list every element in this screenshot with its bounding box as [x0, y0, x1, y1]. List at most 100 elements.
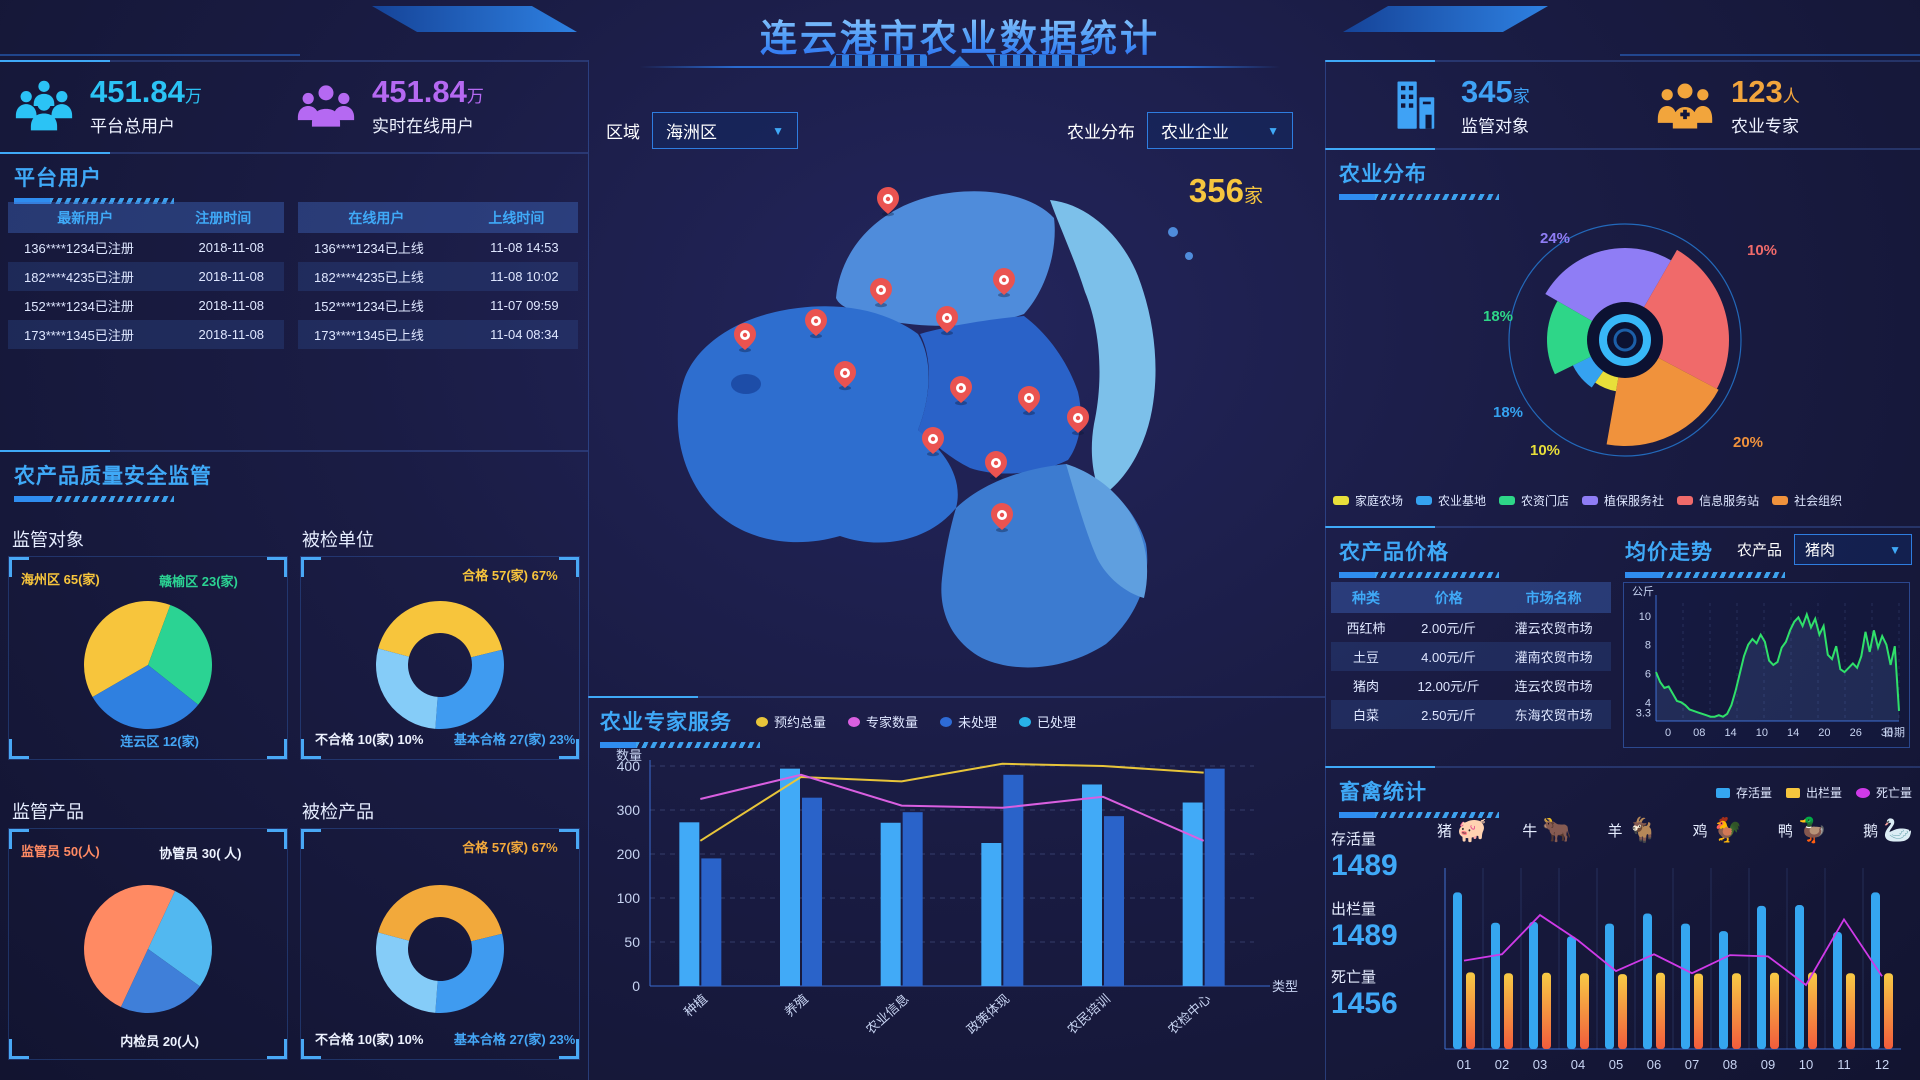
cell-kind: 白菜	[1352, 708, 1379, 723]
animal-item[interactable]: 鸭 🦆	[1778, 816, 1828, 845]
map-pin-icon[interactable]	[922, 427, 944, 457]
table-row: 猪肉 12.00元/斤 连云农贸市场	[1331, 671, 1611, 700]
legend-item[interactable]: 家庭农场	[1333, 492, 1403, 509]
map-island	[1168, 227, 1178, 237]
legend-item[interactable]: 植保服务社	[1582, 492, 1664, 509]
animal-item[interactable]: 鸡 🐓	[1693, 816, 1743, 845]
region-label: 区域	[606, 123, 640, 142]
map-district-center[interactable]	[918, 316, 1081, 474]
legend-item[interactable]: 未处理	[940, 712, 997, 731]
corner-decoration	[1620, 0, 1920, 56]
pie-label: 海州区 65(家)	[21, 569, 100, 588]
legend-item[interactable]: 出栏量	[1785, 784, 1842, 801]
map-pin-icon[interactable]	[993, 268, 1015, 298]
animal-item[interactable]: 牛 🐂	[1522, 816, 1572, 845]
cell-time: 11-04 08:34	[490, 327, 559, 342]
left-panel: 451.84万 平台总用户 451.84万 实时在线用户 平台用户 最新用户 注…	[0, 60, 588, 1080]
region-selector[interactable]: 区域 海洲区 ▼	[606, 112, 798, 149]
animal-item[interactable]: 羊 🐐	[1607, 816, 1657, 845]
table-rows: 西红柿 2.00元/斤 灌云农贸市场 土豆 4.00元/斤 灌南农贸市场 猪肉 …	[1331, 613, 1611, 729]
chart-subtitle: 监管对象	[12, 530, 84, 550]
column-header: 在线用户	[348, 209, 405, 226]
distribution-selector[interactable]: 农业分布 农业企业 ▼	[1067, 112, 1293, 149]
animal-icon: 🐖	[1457, 817, 1487, 844]
legend-marker-icon	[1677, 496, 1694, 505]
chart-subtitle: 监管产品	[12, 802, 84, 822]
header-decoration-left	[372, 6, 577, 32]
map-pin-icon[interactable]	[734, 323, 756, 353]
legend-label: 预约总量	[774, 715, 827, 730]
stat-unit: 万	[184, 87, 202, 106]
section-title-quality: 农产品质量安全监管	[14, 460, 212, 502]
stat-texts: 451.84万 平台总用户	[90, 75, 202, 137]
legend-item[interactable]: 死亡量	[1855, 784, 1912, 801]
map-pin-icon[interactable]	[950, 376, 972, 406]
stat-label: 平台总用户	[90, 116, 175, 136]
slice-value: 27(家) 23%	[509, 732, 576, 747]
product-dropdown[interactable]: 猪肉 ▼	[1794, 534, 1913, 565]
online-table: 在线用户 上线时间 136****1234已上线 11-08 14:53 182…	[298, 202, 578, 349]
divider	[1325, 60, 1920, 62]
agri-distribution-chart-area: 24% 10% 20% 10% 18% 18%	[1325, 190, 1920, 490]
checked-units-donut-chart	[376, 601, 504, 729]
map-pin-icon[interactable]	[870, 278, 892, 308]
legend-marker-icon	[1715, 787, 1730, 798]
legend-label: 植保服务社	[1604, 494, 1665, 508]
distribution-dropdown[interactable]: 农业企业 ▼	[1147, 112, 1293, 149]
slice-value: 50(人)	[63, 844, 100, 859]
legend-item[interactable]: 已处理	[1019, 712, 1076, 731]
svg-text:400: 400	[617, 758, 641, 774]
slice-value: 23(家)	[201, 574, 238, 589]
cell-market: 东海农贸市场	[1514, 708, 1593, 723]
legend-item[interactable]: 专家数量	[848, 712, 918, 731]
product-selector[interactable]: 农产品 猪肉 ▼	[1737, 534, 1913, 565]
legend-label: 死亡量	[1875, 786, 1912, 800]
map-district-south[interactable]	[1066, 464, 1148, 598]
svg-text:30: 30	[1881, 727, 1893, 739]
cell-price: 4.00元/斤	[1421, 650, 1477, 665]
stat-value: 123	[1731, 74, 1783, 109]
cell-user: 182****4235已上线	[314, 270, 424, 285]
region-dropdown[interactable]: 海洲区 ▼	[652, 112, 798, 149]
stat-total-users: 451.84万 平台总用户	[14, 75, 202, 137]
animal-item[interactable]: 鹅 🦢	[1863, 816, 1913, 845]
map-district-west[interactable]	[677, 306, 958, 543]
cell-kind: 猪肉	[1352, 679, 1379, 694]
stat-texts: 345家 监管对象	[1461, 75, 1530, 137]
table-header: 最新用户 注册时间	[8, 202, 284, 233]
map-pin-icon[interactable]	[834, 361, 856, 391]
animal-item[interactable]: 猪 🐖	[1437, 816, 1487, 845]
rose-percent-label: 18%	[1493, 404, 1524, 421]
cell-user: 136****1234已上线	[314, 241, 424, 256]
legend-item[interactable]: 信息服务站	[1677, 492, 1759, 509]
column-header: 注册时间	[195, 209, 252, 226]
legend-item[interactable]: 预约总量	[756, 712, 826, 731]
stat-unit: 万	[466, 87, 484, 106]
map-pin-icon[interactable]	[991, 503, 1013, 533]
svg-text:12: 12	[1875, 1057, 1889, 1072]
legend-item[interactable]: 农资门店	[1499, 492, 1569, 509]
map-pin-icon[interactable]	[985, 451, 1007, 481]
svg-text:0: 0	[632, 978, 640, 994]
legend-marker-icon	[848, 716, 861, 727]
map-pin-icon[interactable]	[1018, 386, 1040, 416]
map-pin-icon[interactable]	[877, 187, 899, 217]
map-pin-icon[interactable]	[1067, 406, 1089, 436]
legend-item[interactable]: 农业基地	[1416, 492, 1486, 509]
map-district-north[interactable]	[836, 191, 1055, 326]
map-district-coast[interactable]	[1050, 200, 1156, 496]
svg-text:日期: 日期	[1883, 726, 1905, 739]
table-row: 173****1345已上线 11-04 08:34	[298, 320, 578, 349]
header: 连云港市农业数据统计	[0, 0, 1920, 68]
page-title: 连云港市农业数据统计	[760, 8, 1160, 62]
legend-item[interactable]: 存活量	[1715, 784, 1772, 801]
svg-text:公斤: 公斤	[1632, 585, 1654, 598]
legend-marker-icon	[1772, 496, 1789, 505]
svg-text:3.3: 3.3	[1636, 707, 1651, 719]
pie-label: 连云区 12(家)	[120, 731, 199, 750]
legend-item[interactable]: 社会组织	[1772, 492, 1842, 509]
map-pin-icon[interactable]	[805, 309, 827, 339]
map-pin-icon[interactable]	[936, 306, 958, 336]
column-header: 上线时间	[488, 209, 545, 226]
svg-text:农业信息: 农业信息	[863, 991, 912, 1037]
